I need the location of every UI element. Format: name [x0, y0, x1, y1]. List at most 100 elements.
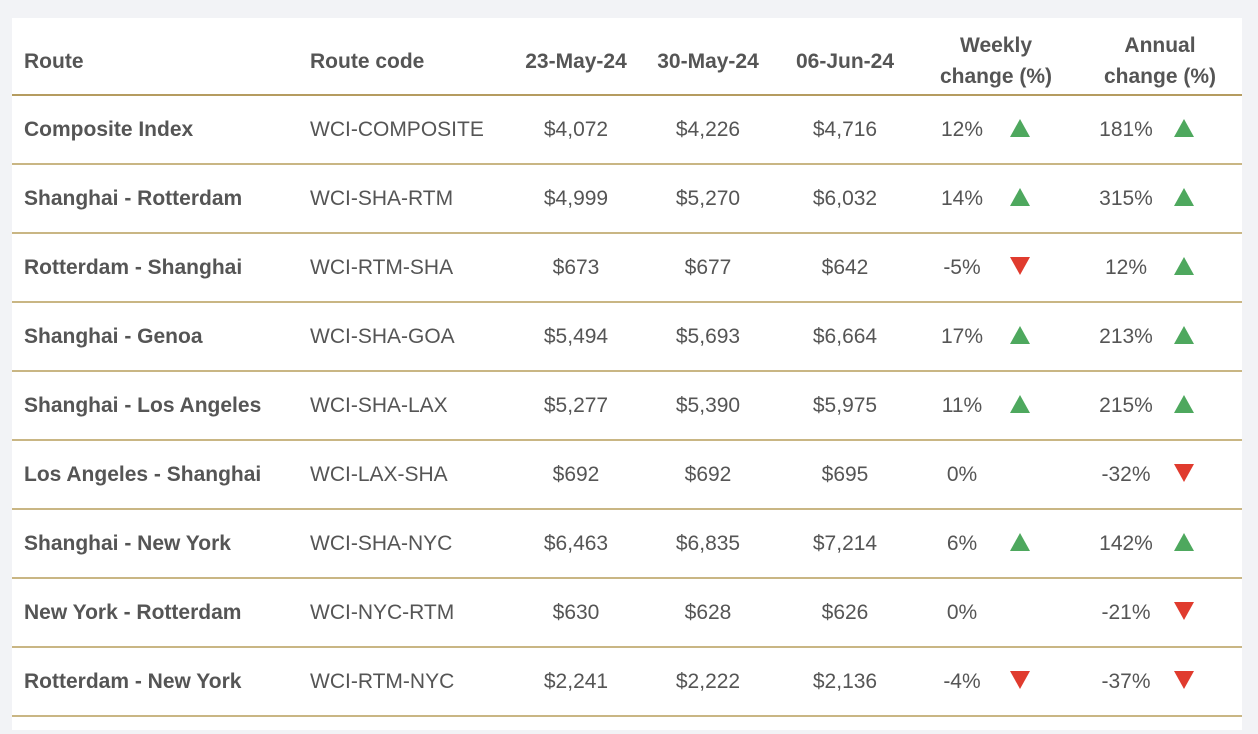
header-date-2: 30-May-24	[640, 28, 776, 96]
weekly-change-cell-value: 14%	[940, 186, 984, 210]
price-cell-date-2: $5,693	[640, 302, 776, 372]
route-code-cell: WCI-SHA-LAX	[298, 371, 512, 441]
route-name-cell: Rotterdam - New York	[12, 647, 298, 717]
price-cell-date-1: $5,494	[512, 302, 640, 372]
price-cell-date-1: $673	[512, 233, 640, 303]
route-code-cell: WCI-SHA-RTM	[298, 164, 512, 234]
weekly-change-cell-value: 6%	[946, 531, 978, 555]
route-code-cell: WCI-RTM-NYC	[298, 647, 512, 717]
price-cell-date-3: $5,975	[776, 371, 914, 441]
annual-change-cell: -32%	[1078, 440, 1242, 510]
price-cell-date-1: $4,072	[512, 95, 640, 165]
annual-change-cell-value: 315%	[1099, 186, 1153, 210]
table-row: Composite Index WCI-COMPOSITE $4,072 $4,226…	[12, 95, 1242, 165]
weekly-change-cell-value: 12%	[940, 117, 984, 141]
price-cell-date-1: $630	[512, 578, 640, 648]
header-annual-line1: Annual	[1124, 34, 1196, 57]
weekly-change-cell: 6%	[914, 509, 1078, 579]
route-code-cell: WCI-SHA-GOA	[298, 302, 512, 372]
price-cell-date-2: $677	[640, 233, 776, 303]
header-weekly-line1: Weekly	[960, 34, 1032, 57]
route-code-cell: WCI-LAX-SHA	[298, 440, 512, 510]
weekly-change-cell: 11%	[914, 371, 1078, 441]
header-weekly-line2: change (%)	[939, 65, 1052, 88]
route-name-cell: Rotterdam - Shanghai	[12, 233, 298, 303]
annual-change-cell: 215%	[1078, 371, 1242, 441]
annual-change-cell: -37%	[1078, 647, 1242, 717]
price-cell-date-2: $2,222	[640, 647, 776, 717]
price-cell-date-1: $692	[512, 440, 640, 510]
annual-change-cell-value: -32%	[1101, 462, 1151, 486]
route-name-cell: Shanghai - Rotterdam	[12, 164, 298, 234]
price-cell-date-1: $6,463	[512, 509, 640, 579]
route-name-cell: Shanghai - New York	[12, 509, 298, 579]
weekly-change-cell: -5%	[914, 233, 1078, 303]
table-row: Shanghai - Rotterdam WCI-SHA-RTM $4,999 $5,…	[12, 164, 1242, 234]
triangle-up-icon	[1174, 256, 1194, 275]
price-cell-date-2: $5,390	[640, 371, 776, 441]
price-cell-date-2: $6,835	[640, 509, 776, 579]
route-name-cell: Shanghai - Genoa	[12, 302, 298, 372]
price-cell-date-3: $7,214	[776, 509, 914, 579]
annual-change-cell-value: 213%	[1099, 324, 1153, 348]
annual-change-cell-value: 215%	[1099, 393, 1153, 417]
weekly-change-cell-value: -5%	[943, 255, 981, 279]
annual-change-cell: 142%	[1078, 509, 1242, 579]
table-row: Shanghai - Genoa WCI-SHA-GOA $5,494 $5,693 $…	[12, 302, 1242, 372]
annual-change-cell: 181%	[1078, 95, 1242, 165]
price-cell-date-3: $4,716	[776, 95, 914, 165]
triangle-down-icon	[1174, 463, 1194, 482]
table-row: Rotterdam - Shanghai WCI-RTM-SHA $673 $677 $…	[12, 233, 1242, 303]
weekly-change-cell-value: 0%	[946, 462, 978, 486]
weekly-change-cell: 17%	[914, 302, 1078, 372]
weekly-change-cell-value: 17%	[940, 324, 984, 348]
route-name-cell: New York - Rotterdam	[12, 578, 298, 648]
rates-table-card: Route Route code 23-May-24 30-May-24 06-…	[12, 18, 1242, 730]
header-date-1: 23-May-24	[512, 28, 640, 96]
triangle-up-icon	[1174, 394, 1194, 413]
annual-change-cell: 315%	[1078, 164, 1242, 234]
price-cell-date-3: $642	[776, 233, 914, 303]
price-cell-date-1: $5,277	[512, 371, 640, 441]
triangle-up-icon	[1010, 118, 1030, 137]
table-row: Rotterdam - New York WCI-RTM-NYC $2,241 $2,…	[12, 647, 1242, 717]
header-date-3: 06-Jun-24	[776, 28, 914, 96]
price-cell-date-2: $692	[640, 440, 776, 510]
price-cell-date-3: $6,664	[776, 302, 914, 372]
table-body: Composite Index WCI-COMPOSITE $4,072 $4,226…	[12, 95, 1242, 717]
rates-table: Route Route code 23-May-24 30-May-24 06-…	[12, 28, 1242, 717]
annual-change-cell-value: 181%	[1099, 117, 1153, 141]
table-header-row: Route Route code 23-May-24 30-May-24 06-…	[12, 28, 1242, 96]
weekly-change-cell: 0%	[914, 440, 1078, 510]
weekly-change-cell-value: 0%	[946, 600, 978, 624]
price-cell-date-3: $2,136	[776, 647, 914, 717]
route-code-cell: WCI-COMPOSITE	[298, 95, 512, 165]
route-name-cell: Shanghai - Los Angeles	[12, 371, 298, 441]
route-name-cell: Los Angeles - Shanghai	[12, 440, 298, 510]
route-code-cell: WCI-NYC-RTM	[298, 578, 512, 648]
price-cell-date-2: $628	[640, 578, 776, 648]
annual-change-cell: 213%	[1078, 302, 1242, 372]
weekly-change-cell-value: 11%	[941, 393, 983, 417]
weekly-change-cell: 14%	[914, 164, 1078, 234]
triangle-up-icon	[1174, 325, 1194, 344]
triangle-down-icon	[1010, 670, 1030, 689]
table-row: New York - Rotterdam WCI-NYC-RTM $630 $628 $…	[12, 578, 1242, 648]
price-cell-date-2: $5,270	[640, 164, 776, 234]
annual-change-cell-value: 142%	[1099, 531, 1153, 555]
annual-change-cell-value: -37%	[1101, 669, 1151, 693]
price-cell-date-1: $2,241	[512, 647, 640, 717]
triangle-down-icon	[1174, 670, 1194, 689]
price-cell-date-1: $4,999	[512, 164, 640, 234]
table-row: Shanghai - New York WCI-SHA-NYC $6,463 $6,8…	[12, 509, 1242, 579]
annual-change-cell-value: 12%	[1104, 255, 1148, 279]
route-name-cell: Composite Index	[12, 95, 298, 165]
triangle-up-icon	[1010, 187, 1030, 206]
triangle-up-icon	[1174, 187, 1194, 206]
triangle-down-icon	[1174, 601, 1194, 620]
header-annual-line2: change (%)	[1103, 65, 1216, 88]
triangle-up-icon	[1174, 532, 1194, 551]
header-route: Route	[12, 28, 298, 96]
weekly-change-cell-value: -4%	[943, 669, 981, 693]
weekly-change-cell: 0%	[914, 578, 1078, 648]
